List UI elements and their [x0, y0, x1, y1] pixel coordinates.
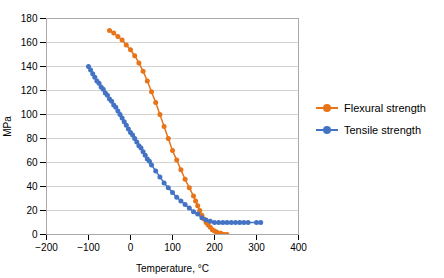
svg-text:0: 0 [128, 242, 134, 253]
svg-text:300: 300 [248, 242, 265, 253]
svg-text:−100: −100 [77, 242, 100, 253]
svg-text:−200: −200 [35, 242, 58, 253]
svg-text:400: 400 [290, 242, 307, 253]
svg-text:MPa: MPa [2, 116, 13, 137]
svg-text:60: 60 [26, 157, 38, 168]
svg-text:120: 120 [21, 85, 38, 96]
svg-text:100: 100 [164, 242, 181, 253]
html-text:Tensile strength: Tensile strength [344, 124, 421, 136]
html-text:Flexural strength: Flexural strength [344, 102, 426, 114]
svg-text:100: 100 [21, 109, 38, 120]
svg-text:Temperature, °C: Temperature, °C [136, 263, 209, 274]
svg-text:20: 20 [26, 205, 38, 216]
svg-text:0: 0 [32, 229, 38, 240]
svg-text:140: 140 [21, 61, 38, 72]
svg-text:80: 80 [26, 133, 38, 144]
svg-text:180: 180 [21, 13, 38, 24]
svg-text:40: 40 [26, 181, 38, 192]
svg-text:160: 160 [21, 37, 38, 48]
svg-text:200: 200 [206, 242, 223, 253]
